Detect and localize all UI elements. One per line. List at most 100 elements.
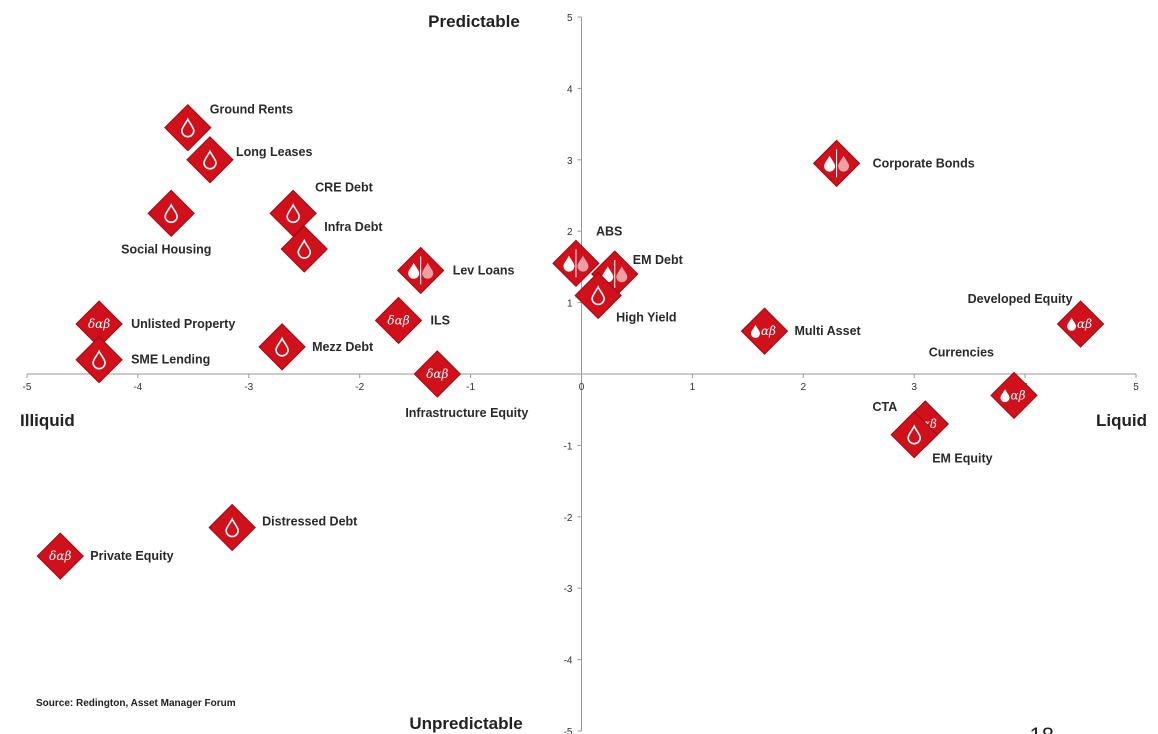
y-tick-label: -2 [564,513,573,524]
drop-icon [181,117,195,138]
point-infra-debt: Infra Debt [280,220,383,273]
point-label: High Yield [616,310,676,324]
x-tick-label: 2 [801,382,807,393]
y-tick-label: 2 [567,227,573,238]
point-ils: δαβ ILS [374,296,450,345]
diamond-marker [186,136,234,184]
diamond-marker [147,189,195,238]
drop-icon [824,155,836,172]
point-developed-equity: αβ Developed Equity [968,292,1105,348]
drop-icon [577,255,589,272]
drop-icon [591,285,605,306]
point-long-leases: Long Leases [186,136,312,184]
x-tick-label: -2 [355,382,364,393]
bottom-label: Unpredictable [409,714,522,733]
point-unlisted-property: δαβ Unlisted Property [75,300,235,348]
source-note: Source: Redington, Asset Manager Forum [36,698,236,709]
drop-icon [422,262,434,279]
top-label: Predictable [428,12,520,31]
y-tick-label: 3 [567,156,573,167]
drop-icon [408,262,420,279]
y-tick-label: -4 [564,656,573,667]
y-tick-label: 1 [567,299,573,310]
diamond-marker [164,103,212,152]
point-infrastructure-equity: δαβ Infrastructure Equity [405,350,528,420]
data-points: Ground Rents Long Leases Social Housing CRE… [36,103,1105,580]
diamond-marker [990,371,1038,420]
point-label: SME Lending [131,353,210,367]
x-tick-label: -5 [23,382,32,393]
point-label: ABS [596,224,622,238]
diamond-marker [740,307,789,355]
point-private-equity: δαβ Private Equity [36,532,174,580]
point-label: Unlisted Property [131,317,235,331]
left-label: Illiquid [20,411,75,430]
y-tick-label: -5 [564,727,573,734]
point-multi-asset: αβ Multi Asset [740,307,862,355]
drop-icon [92,349,106,370]
drop-icon [907,424,922,445]
diamond-marker [374,296,423,345]
y-tick-label: -1 [564,441,573,452]
point-label: CRE Debt [315,180,373,194]
point-label: Ground Rents [210,103,293,117]
diamond-marker [574,271,622,320]
diamond-marker [280,225,328,273]
point-label: Developed Equity [968,292,1073,306]
point-corporate-bonds: Corporate Bonds [812,139,975,188]
drop-icon [616,266,628,283]
diamond-marker [413,350,462,398]
point-label: EM Equity [932,452,992,466]
x-tick-label: 3 [911,382,917,393]
point-abs: ABS [552,224,622,288]
diamond-marker [36,532,84,580]
alpha-beta-icon: δαβ [88,317,110,331]
point-mezz-debt: Mezz Debt [258,323,374,371]
diamond-marker [890,410,938,459]
x-tick-label: -1 [466,382,475,393]
page-number: 18 [1030,723,1054,734]
right-label: Liquid [1096,411,1147,430]
alpha-beta-icon: αβ [761,324,776,338]
drop-icon [225,517,239,538]
point-label: Currencies [929,345,994,359]
point-label: Long Leases [236,145,312,159]
point-label: Social Housing [121,242,211,256]
alpha-beta-icon: δαβ [387,313,409,327]
x-tick-label: -4 [133,382,142,393]
drop-icon [563,255,575,272]
point-label: Infra Debt [324,220,383,234]
point-label: CTA [873,400,898,414]
alpha-beta-icon: δαβ [426,367,448,381]
alpha-beta-icon: αβ [1010,388,1025,402]
point-label: Mezz Debt [312,340,374,354]
drop-icon [1000,389,1010,403]
point-label: Infrastructure Equity [405,406,528,420]
point-label: Corporate Bonds [873,156,975,170]
drop-icon [275,336,289,357]
diamond-marker [75,336,123,384]
drop-icon [164,203,178,224]
point-label: Distressed Debt [262,515,358,529]
point-label: ILS [431,313,450,327]
alpha-beta-icon: αβ [1077,317,1092,331]
diamond-marker [269,189,317,238]
point-cre-debt: CRE Debt [269,180,374,238]
drop-icon [297,238,312,259]
drop-icon [286,203,300,224]
y-tick-label: -3 [564,584,573,595]
drop-icon [602,266,614,283]
y-tick-label: 4 [567,84,573,95]
point-label: EM Debt [633,253,684,267]
point-ground-rents: Ground Rents [164,103,293,152]
diamond-marker [258,323,306,371]
point-social-housing: Social Housing [121,189,211,256]
y-tick-label: 5 [567,13,573,24]
point-lev-loans: Lev Loans [396,246,515,295]
x-tick-label: 5 [1133,382,1139,393]
x-tick-label: -3 [244,382,253,393]
point-label: Private Equity [90,549,173,563]
diamond-marker [1056,300,1105,348]
alpha-beta-icon: δαβ [49,549,71,563]
